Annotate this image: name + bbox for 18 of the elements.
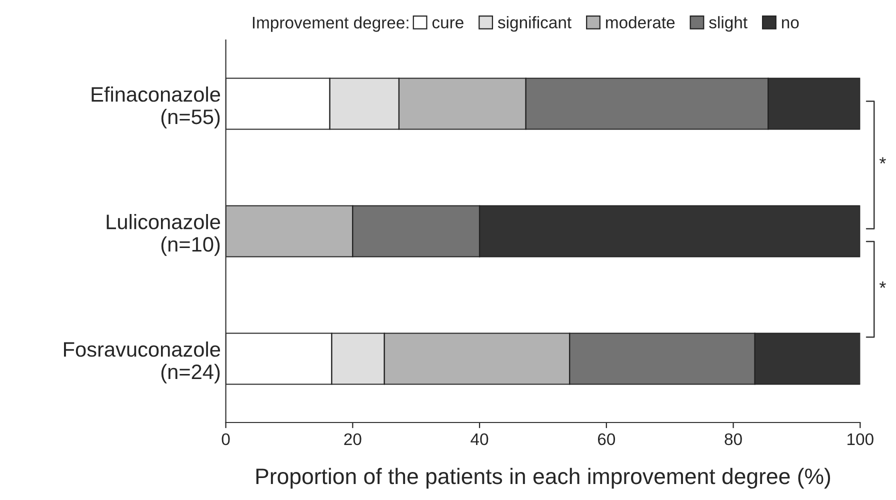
x-tick-label: 0 bbox=[222, 433, 230, 446]
x-tick-label: 60 bbox=[598, 433, 616, 446]
text: * bbox=[879, 157, 886, 164]
y-tick-label: Luliconazole (n=10) bbox=[106, 214, 220, 256]
legend-label: slight bbox=[709, 16, 748, 32]
y-tick-label: Fosravuconazole (n=24) bbox=[64, 341, 220, 384]
x-tick-label: 40 bbox=[470, 433, 488, 446]
x-tick-label: 100 bbox=[848, 433, 874, 446]
legend-label: cure bbox=[432, 19, 464, 28]
text: * bbox=[879, 282, 886, 288]
legend-label: significant bbox=[498, 16, 572, 32]
x-tick-label: 20 bbox=[344, 433, 362, 446]
y-tick-label: Efinaconazole (n=55) bbox=[92, 86, 220, 128]
x-axis-title: Proportion of the patients in each improvement degree (%) bbox=[256, 468, 830, 489]
x-tick-label: 80 bbox=[724, 433, 742, 446]
legend-title: Improvement degree: bbox=[252, 16, 408, 32]
legend-label: moderate bbox=[606, 16, 675, 28]
legend-label: no bbox=[782, 19, 799, 28]
